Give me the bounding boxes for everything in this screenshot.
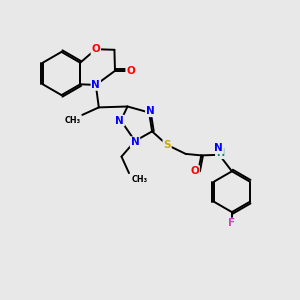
Text: N: N (146, 106, 155, 116)
Text: N: N (92, 80, 100, 90)
Text: N: N (214, 143, 223, 153)
Text: CH₃: CH₃ (65, 116, 81, 125)
Text: CH₃: CH₃ (132, 176, 148, 184)
Text: N: N (115, 116, 124, 126)
Text: H: H (216, 148, 224, 158)
Text: O: O (126, 66, 135, 76)
Text: O: O (92, 44, 100, 54)
Text: F: F (228, 218, 236, 229)
Text: N: N (130, 137, 140, 147)
Text: S: S (164, 140, 171, 150)
Text: O: O (190, 166, 199, 176)
